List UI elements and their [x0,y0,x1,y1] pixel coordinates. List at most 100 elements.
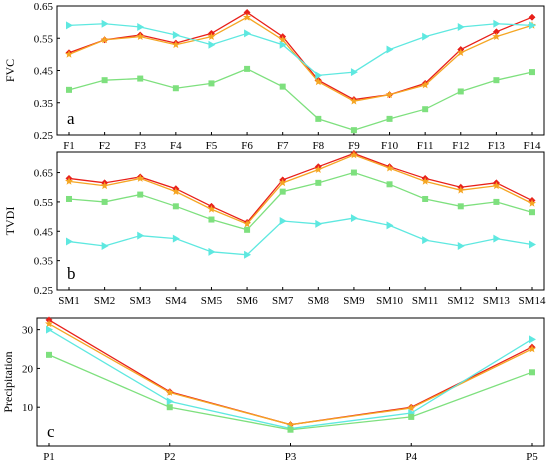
panel-a: F1 F2 F3 F4 F5 F6 F7 F8 F9 F10 F11 F12 F13 F14 0.25 0.3… [3,1,545,152]
data-point [171,187,180,196]
data-point [349,96,358,105]
y-tick-label: 0.55 [34,197,54,209]
data-point [422,236,430,245]
series-3 [66,65,535,134]
x-tick-label: F2 [99,140,111,152]
x-tick-label: SM8 [308,295,330,307]
panel-label: a [67,109,75,128]
data-point [386,115,393,122]
x-tick-label: F12 [452,140,469,152]
data-point [244,226,251,233]
data-point [386,45,394,54]
x-tick-label: P2 [164,451,176,463]
x-tick-label: F8 [312,140,324,152]
data-point [279,40,287,49]
y-tick-label: 0.55 [34,33,54,45]
series-0 [65,8,536,104]
data-point [279,217,287,225]
data-point [101,198,108,205]
x-tick-label: F7 [277,140,289,152]
x-tick-label: SM13 [483,295,510,307]
data-point [137,231,145,240]
x-tick-label: SM14 [519,295,546,307]
data-point [45,319,53,328]
data-point [492,181,501,190]
data-point [46,351,52,358]
data-point [65,177,73,185]
data-point [350,214,358,223]
y-tick-label: 0.65 [34,1,54,13]
data-point [422,195,429,202]
x-tick-label: SM2 [94,295,115,307]
data-point [529,369,535,376]
data-point [350,169,357,176]
data-point [528,199,536,207]
series-line [68,171,533,231]
y-tick-label: 0.65 [34,168,54,180]
data-point [529,209,535,216]
panel-c: P1 P2 P3 P4 P5 10 20 30 Precipitation c [1,316,545,463]
series-3 [46,351,535,433]
data-point [529,240,536,249]
data-point [315,219,323,228]
y-tick-label: 0.25 [34,130,54,142]
data-point [207,32,216,41]
series-line [48,329,533,430]
series-line [68,68,533,131]
series-1 [45,319,536,429]
data-point [315,115,322,122]
data-point [456,185,465,194]
series-line [48,354,533,431]
data-point [456,48,465,57]
y-axis-label: FVC [3,59,17,82]
series-2 [66,19,536,80]
data-point [407,403,416,412]
data-point [349,150,358,159]
x-tick-label: P4 [405,451,417,463]
data-point [457,241,465,250]
data-point [66,237,73,246]
data-point [46,325,53,334]
x-tick-label: F10 [381,140,399,152]
x-tick-label: P1 [43,451,55,463]
data-point [278,178,287,187]
plot-frame [56,151,545,291]
data-point [101,19,109,28]
series-0 [65,149,536,227]
panel-label: b [67,264,76,283]
data-point [137,191,144,198]
data-point [421,177,430,185]
data-point [208,80,215,87]
x-tick-label: F1 [63,140,75,152]
data-point [286,420,295,429]
y-tick-label: 10 [22,402,34,414]
x-tick-label: SM4 [165,295,187,307]
data-point [493,234,501,243]
x-tick-label: F13 [488,140,506,152]
data-point [172,234,180,243]
data-point [422,106,429,113]
data-point [528,13,536,21]
data-point [166,404,173,411]
y-tick-label: 0.45 [34,66,54,78]
data-point [137,22,145,31]
data-point [278,35,287,44]
y-tick-label: 0.35 [34,256,54,268]
x-tick-label: SM5 [201,295,223,307]
x-tick-label: F4 [170,140,182,152]
x-tick-label: SM12 [447,295,474,307]
data-point [457,88,464,95]
data-point [244,29,252,38]
data-point [165,388,174,396]
y-tick-label: 0.25 [34,285,54,297]
y-tick-label: 20 [22,363,34,375]
data-point [66,86,72,93]
series-0 [45,316,536,429]
panel-label: c [47,422,55,441]
series-3 [66,169,535,233]
data-point [385,90,394,99]
data-point [171,40,180,49]
data-point [408,413,415,420]
